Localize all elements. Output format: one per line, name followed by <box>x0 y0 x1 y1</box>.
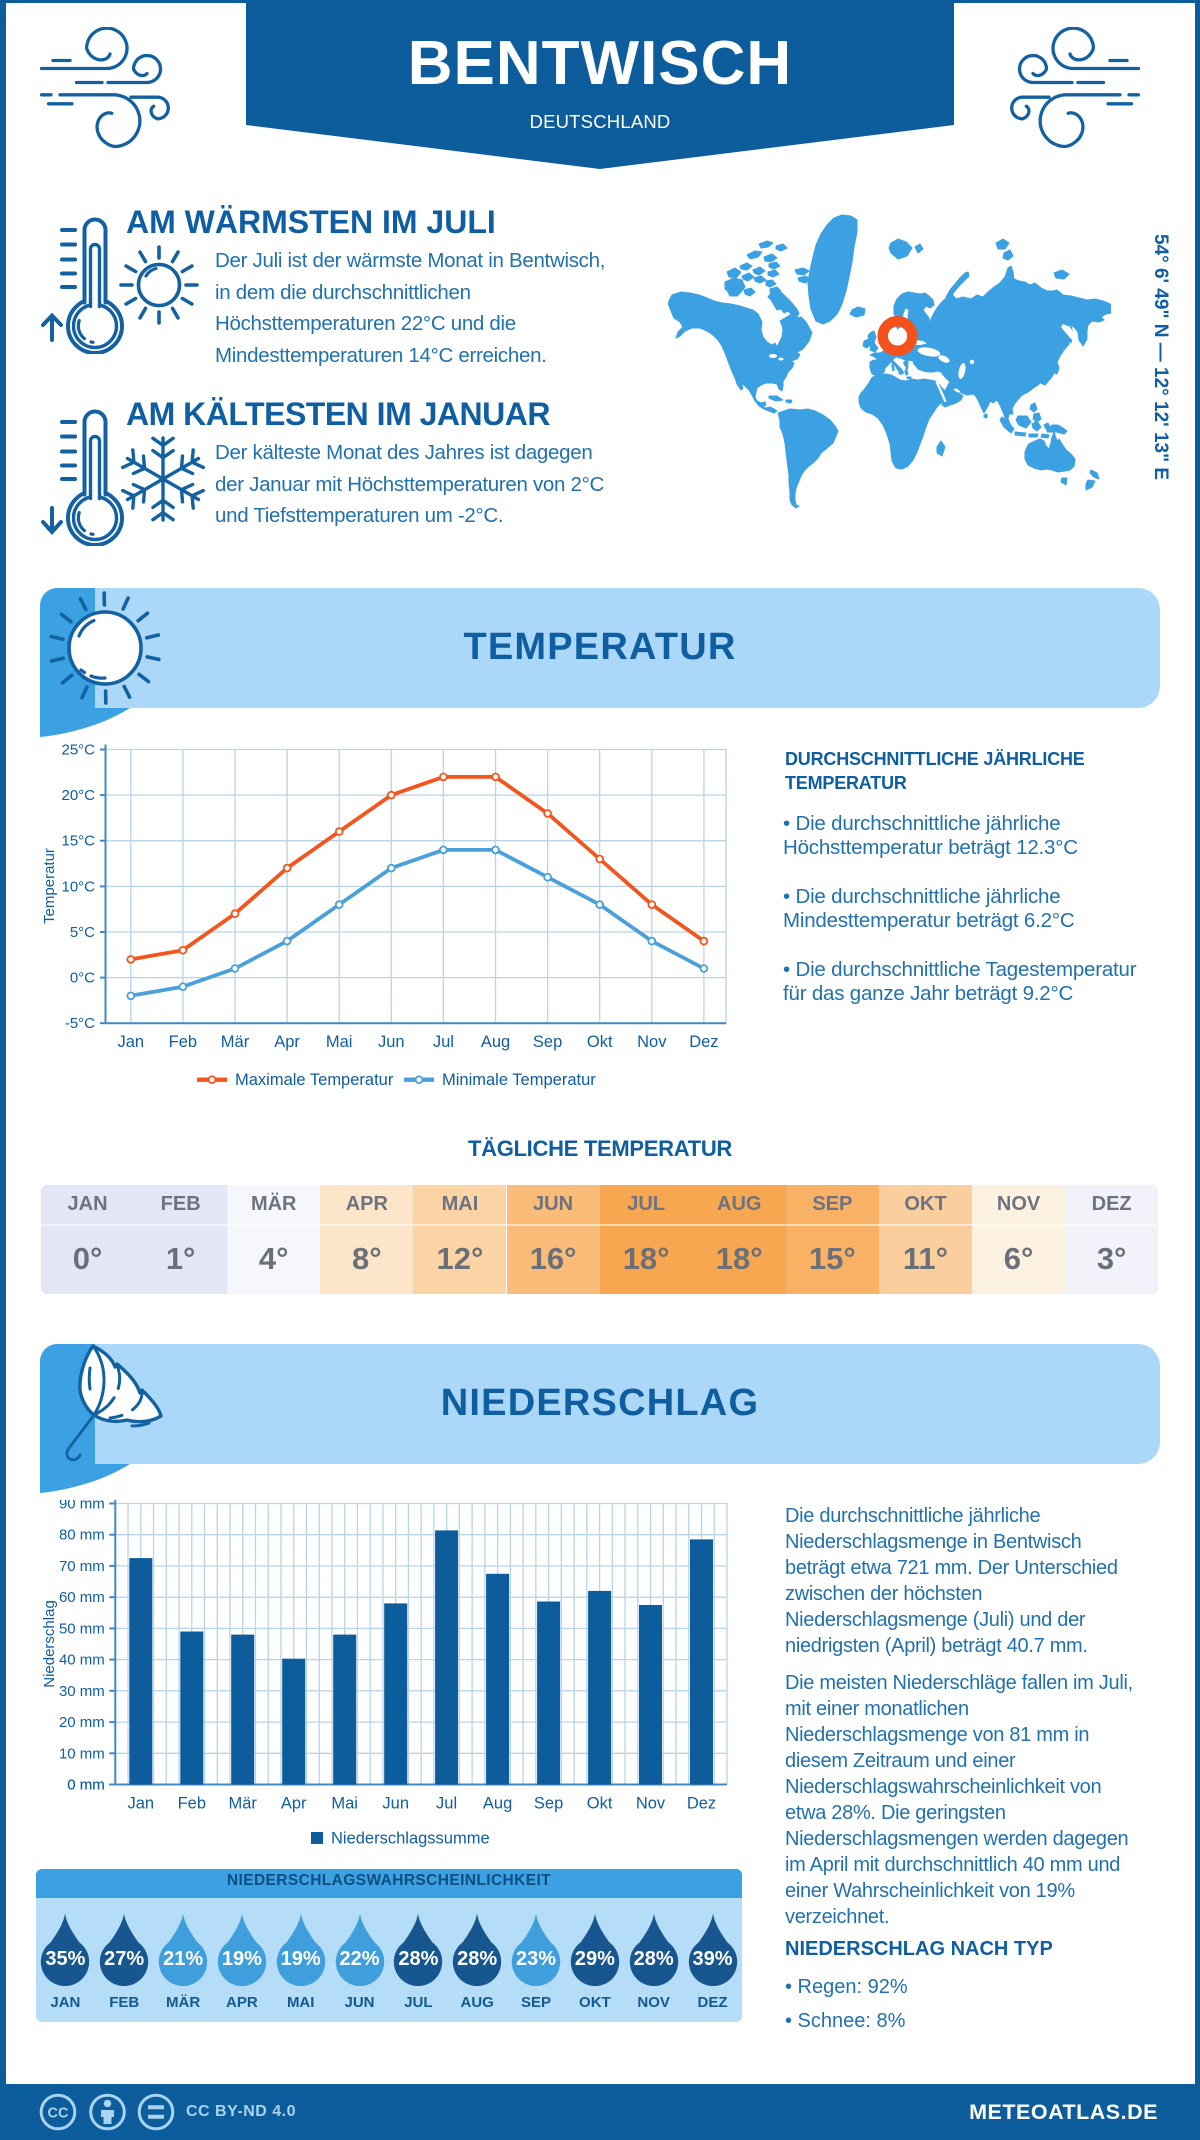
svg-text:-5°C: -5°C <box>65 1015 95 1032</box>
svg-text:Jul: Jul <box>436 1795 457 1813</box>
svg-text:Apr: Apr <box>281 1795 307 1813</box>
svg-text:Aug: Aug <box>481 1033 510 1051</box>
svg-text:25°C: 25°C <box>61 742 95 759</box>
svg-text:Feb: Feb <box>178 1795 206 1813</box>
svg-text:60 mm: 60 mm <box>59 1589 105 1606</box>
svg-text:Jun: Jun <box>382 1795 409 1813</box>
svg-text:Mai: Mai <box>331 1795 358 1813</box>
svg-text:Nov: Nov <box>636 1795 666 1813</box>
svg-text:70 mm: 70 mm <box>59 1558 105 1575</box>
svg-text:CC: CC <box>48 2106 69 2122</box>
svg-text:Niederschlag: Niederschlag <box>41 1600 58 1688</box>
svg-text:10 mm: 10 mm <box>59 1745 105 1762</box>
svg-text:90 mm: 90 mm <box>59 1500 105 1513</box>
svg-text:Okt: Okt <box>587 1795 613 1813</box>
svg-text:20 mm: 20 mm <box>59 1714 105 1731</box>
svg-text:5°C: 5°C <box>70 924 95 941</box>
svg-text:Nov: Nov <box>637 1033 667 1051</box>
svg-text:Temperatur: Temperatur <box>41 848 58 924</box>
svg-text:Okt: Okt <box>587 1033 613 1051</box>
svg-text:10°C: 10°C <box>61 878 95 895</box>
svg-text:Dez: Dez <box>689 1033 718 1051</box>
svg-text:0 mm: 0 mm <box>67 1777 105 1794</box>
svg-text:30 mm: 30 mm <box>59 1683 105 1700</box>
svg-text:Aug: Aug <box>483 1795 512 1813</box>
svg-text:Feb: Feb <box>169 1033 197 1051</box>
svg-text:Sep: Sep <box>533 1033 562 1051</box>
svg-text:0 mm: 0 mm <box>67 1777 105 1794</box>
svg-text:40 mm: 40 mm <box>59 1652 105 1669</box>
svg-text:Apr: Apr <box>274 1033 300 1051</box>
svg-text:Jan: Jan <box>127 1795 154 1813</box>
svg-text:Mär: Mär <box>228 1795 257 1813</box>
svg-text:15°C: 15°C <box>61 833 95 850</box>
svg-text:Jun: Jun <box>378 1033 405 1051</box>
svg-text:0°C: 0°C <box>70 970 95 987</box>
svg-text:20°C: 20°C <box>61 787 95 804</box>
svg-text:Niederschlagssumme: Niederschlagssumme <box>331 1830 490 1848</box>
svg-text:Maximale Temperatur: Maximale Temperatur <box>235 1071 394 1089</box>
svg-text:Sep: Sep <box>534 1795 563 1813</box>
svg-text:Jan: Jan <box>117 1033 144 1051</box>
svg-text:Mai: Mai <box>326 1033 353 1051</box>
svg-text:Minimale Temperatur: Minimale Temperatur <box>442 1071 596 1089</box>
svg-text:Mär: Mär <box>221 1033 250 1051</box>
svg-text:Dez: Dez <box>687 1795 716 1813</box>
svg-text:50 mm: 50 mm <box>59 1620 105 1637</box>
svg-text:80 mm: 80 mm <box>59 1527 105 1544</box>
svg-text:Jul: Jul <box>433 1033 454 1051</box>
